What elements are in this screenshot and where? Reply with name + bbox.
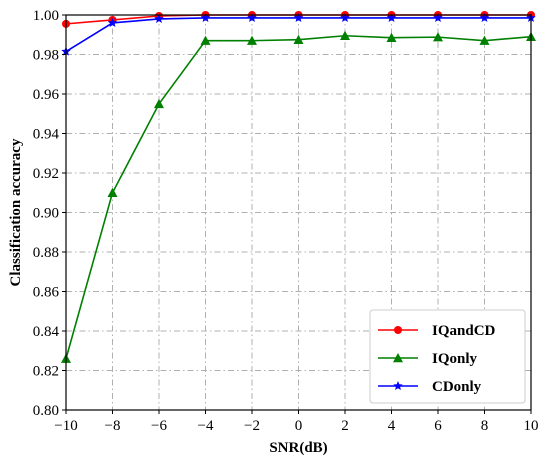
y-tick-label: 1.00 bbox=[33, 8, 59, 24]
legend: IQandCD IQonly CDonly bbox=[369, 309, 526, 404]
x-tick-label: 2 bbox=[341, 418, 349, 434]
y-tick-label: 0.96 bbox=[33, 87, 60, 103]
data-point-IQonly bbox=[154, 98, 164, 109]
x-tick-label: −8 bbox=[105, 418, 121, 434]
legend-item-IQonly: IQonly bbox=[378, 351, 478, 367]
y-tick-label: 0.90 bbox=[33, 206, 59, 222]
legend-label: IQandCD bbox=[432, 323, 496, 339]
data-point-IQonly bbox=[293, 34, 304, 44]
data-point-IQonly bbox=[479, 35, 490, 45]
data-point-CDonly bbox=[293, 12, 304, 23]
legend-marker bbox=[393, 381, 403, 391]
y-tick-label: 0.84 bbox=[33, 324, 60, 340]
legend-item-IQandCD: IQandCD bbox=[378, 323, 496, 339]
x-tick-label: 0 bbox=[295, 418, 303, 434]
legend-marker bbox=[394, 326, 402, 334]
x-tick-label: −10 bbox=[54, 418, 77, 434]
y-tick-label: 0.82 bbox=[33, 364, 59, 380]
data-point-IQonly bbox=[386, 32, 397, 42]
data-point-IQonly bbox=[107, 187, 118, 197]
y-tick-label: 0.94 bbox=[33, 127, 60, 143]
x-tick-label: 6 bbox=[434, 418, 442, 434]
data-point-CDonly bbox=[433, 12, 443, 23]
data-point-CDonly bbox=[154, 13, 164, 23]
data-point-IQonly bbox=[340, 30, 350, 40]
y-tick-label: 0.98 bbox=[33, 48, 59, 64]
data-point-CDonly bbox=[247, 12, 257, 23]
legend-label: IQonly bbox=[432, 351, 478, 367]
x-tick-label: 8 bbox=[481, 418, 489, 434]
x-tick-label: −6 bbox=[151, 418, 167, 434]
data-point-IQonly bbox=[433, 32, 443, 42]
legend-box bbox=[369, 309, 526, 404]
x-tick-label: 10 bbox=[524, 418, 539, 434]
x-axis-label: SNR(dB) bbox=[269, 440, 327, 456]
y-tick-label: 0.92 bbox=[33, 166, 59, 182]
data-point-IQonly bbox=[247, 35, 257, 45]
series-IQonly bbox=[61, 30, 536, 363]
data-point-CDonly bbox=[107, 17, 118, 27]
data-point-CDonly bbox=[340, 12, 350, 23]
data-point-CDonly bbox=[386, 12, 397, 23]
y-tick-label: 0.88 bbox=[33, 245, 59, 261]
y-axis-label: Classification accuracy bbox=[8, 138, 24, 286]
axis-ticks: −10 −8 −6 −4 −2 0 2 4 6 8 10 0.80 0.82 0.84 0.86 0.88 0.… bbox=[33, 8, 539, 434]
y-tick-label: 0.86 bbox=[33, 285, 60, 301]
legend-label: CDonly bbox=[432, 379, 482, 395]
data-point-CDonly bbox=[200, 12, 211, 23]
legend-marker bbox=[393, 353, 403, 363]
legend-item-CDonly: CDonly bbox=[378, 379, 482, 395]
x-tick-label: 4 bbox=[388, 418, 396, 434]
x-tick-label: −4 bbox=[198, 418, 214, 434]
data-point-IQonly bbox=[200, 35, 211, 45]
y-tick-label: 0.80 bbox=[33, 403, 59, 419]
x-tick-label: −2 bbox=[244, 418, 260, 434]
data-point-CDonly bbox=[479, 12, 490, 23]
